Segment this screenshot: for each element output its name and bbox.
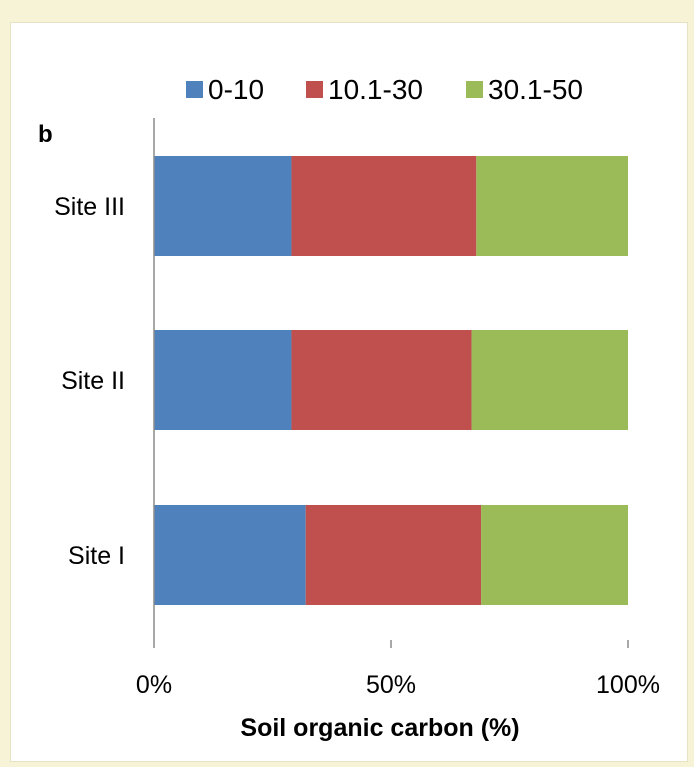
panel-letter: b — [38, 121, 53, 148]
category-label: Site II — [61, 367, 125, 395]
legend-swatch-3 — [466, 81, 483, 98]
bar-site-i-series-1 — [154, 505, 306, 605]
category-label: Site I — [68, 542, 125, 570]
bar-site-iii-series-1 — [154, 156, 292, 256]
category-label: Site III — [54, 193, 125, 221]
x-tick-label: 0% — [136, 671, 172, 699]
bar-site-ii-series-1 — [154, 330, 292, 430]
bars — [154, 156, 628, 605]
x-axis-ticks: 0% 50% 100% — [136, 640, 660, 699]
legend-swatch-1 — [186, 81, 203, 98]
bar-site-iii-series-2 — [291, 156, 477, 256]
bar-site-ii-series-3 — [471, 330, 628, 430]
bar-site-i-series-2 — [305, 505, 482, 605]
x-tick-label: 50% — [366, 671, 416, 699]
x-axis-label: Soil organic carbon (%) — [240, 714, 519, 742]
legend: 0-10 10.1-30 30.1-50 — [186, 74, 583, 105]
legend-label-3: 30.1-50 — [488, 74, 583, 105]
bar-site-ii-series-2 — [291, 330, 472, 430]
legend-label-1: 0-10 — [208, 74, 264, 105]
legend-swatch-2 — [306, 81, 323, 98]
bar-site-iii-series-3 — [476, 156, 628, 256]
legend-label-2: 10.1-30 — [328, 74, 423, 105]
bar-site-i-series-3 — [481, 505, 628, 605]
category-labels: Site I Site II Site III — [54, 193, 125, 570]
x-tick-label: 100% — [596, 671, 660, 699]
